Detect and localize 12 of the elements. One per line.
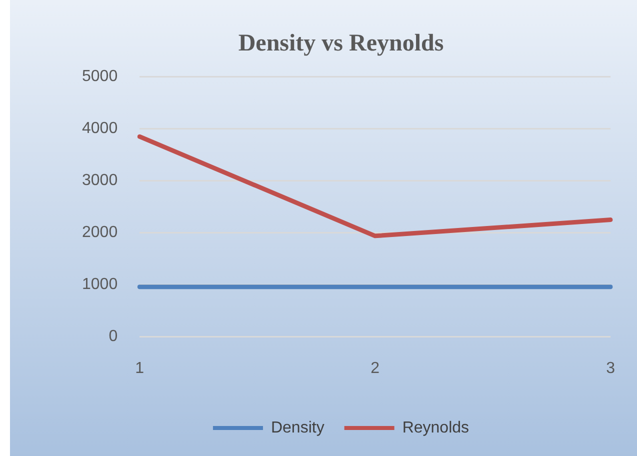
- y-tick-label: 2000: [82, 224, 118, 242]
- y-tick-label: 5000: [82, 68, 118, 86]
- chart-title: Density vs Reynolds: [238, 30, 444, 57]
- x-tick-label: 3: [606, 360, 616, 377]
- y-tick-label: 3000: [82, 172, 118, 190]
- x-tick-label: 1: [135, 360, 144, 377]
- y-tick-label: 4000: [82, 120, 118, 138]
- x-tick-label: 2: [370, 360, 380, 377]
- legend-label: Density: [270, 419, 324, 436]
- legend-label: Reynolds: [402, 419, 470, 436]
- y-tick-label: 1000: [82, 276, 118, 294]
- y-tick-label: 0: [108, 328, 118, 346]
